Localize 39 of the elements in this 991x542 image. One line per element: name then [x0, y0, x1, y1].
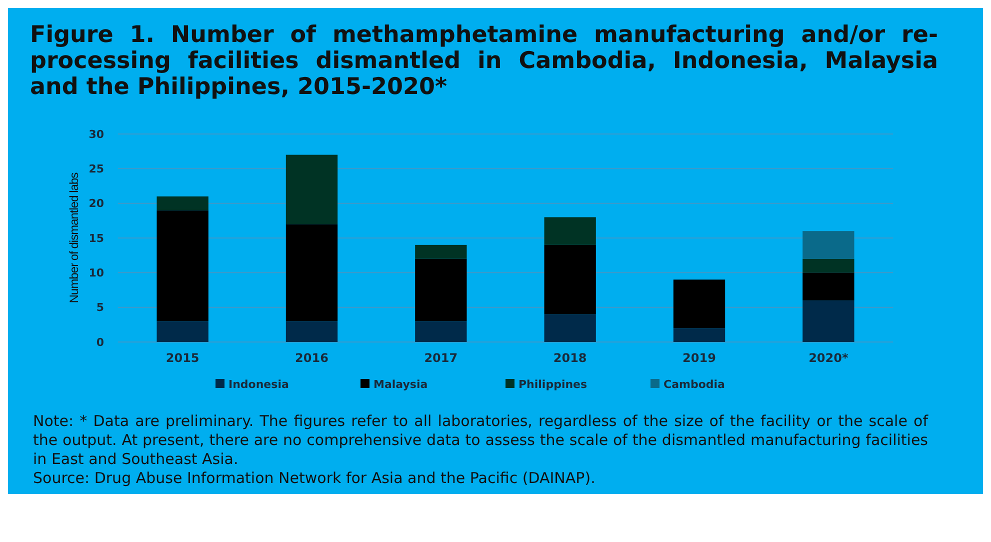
bar: [156, 210, 208, 322]
chart-title: Figure 1. Number of methamphetamine manufacturing and/or re-processing facilities dismantled in Cambodia, Indonesia, Malaysia and the Philippines, 2015-2020*: [30, 22, 938, 100]
bar: [156, 321, 208, 342]
bar: [286, 154, 338, 224]
bar: [544, 314, 596, 342]
bar: [286, 321, 338, 342]
bar: [156, 196, 208, 210]
bar: [286, 224, 338, 322]
legend-label: Indonesia: [228, 378, 289, 391]
x-tick-label: 2016: [295, 351, 328, 365]
x-tick-label: 2020*: [808, 351, 849, 365]
legend-label: Philippines: [518, 378, 588, 391]
bar: [415, 258, 467, 322]
bar: [544, 217, 596, 245]
bar: [415, 244, 467, 259]
text: Note: * Data are preliminary. The figures refer to all laboratories, regardless of the size of the facility or the scale of the output. At present, there are no comprehensive data to assess the scale of the dismantled manufacturing facilities in East and Southeast Asia.: [33, 412, 928, 469]
x-tick-label: 2018: [553, 351, 587, 365]
bar: [415, 321, 467, 342]
bar: [802, 231, 854, 259]
y-tick-label: 25: [88, 162, 104, 176]
bar: [673, 328, 726, 342]
legend-label: Cambodia: [664, 378, 725, 391]
y-tick-label: 5: [96, 301, 104, 314]
legend-label: Malaysia: [374, 378, 428, 391]
x-tick-label: 2017: [424, 351, 458, 365]
bar: [673, 280, 726, 328]
bar: [544, 244, 596, 314]
bar: [802, 258, 854, 273]
y-tick-label: 30: [88, 128, 104, 141]
x-tick-label: 2015: [166, 351, 200, 365]
y-tick-label: 0: [96, 336, 104, 349]
bar: [802, 300, 854, 342]
y-tick-label: 15: [88, 232, 104, 245]
source-note: Source: Drug Abuse Information Network for Asia and the Pacific (DAINAP).: [33, 469, 596, 488]
y-axis-title: Number of dismantled labs: [67, 172, 81, 304]
bar: [802, 272, 854, 300]
x-tick-label: 2019: [682, 351, 716, 365]
y-tick-label: 10: [88, 266, 104, 280]
y-tick-label: 20: [88, 197, 104, 210]
